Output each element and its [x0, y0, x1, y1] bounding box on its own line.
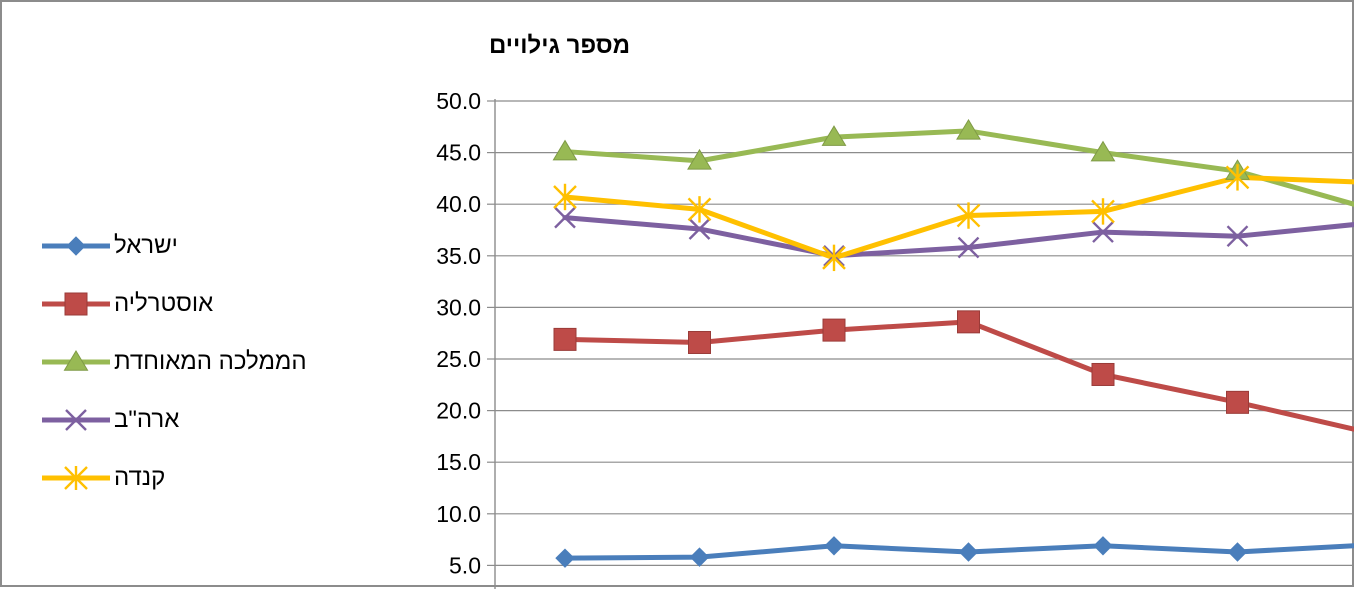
data-point — [821, 125, 847, 146]
data-point — [1090, 140, 1116, 162]
data-point — [956, 118, 981, 140]
legend-label: קנדה — [114, 464, 166, 491]
legend-swatch — [42, 236, 110, 256]
legend: ישראל אוסטרליה הממלכה המאוחדת ארה"ב קנדה — [40, 217, 370, 507]
data-point — [555, 548, 575, 568]
data-point — [956, 202, 981, 229]
y-tick-label: 45.0 — [436, 140, 481, 166]
legend-swatch — [42, 292, 110, 316]
data-point — [958, 542, 979, 562]
data-point — [688, 330, 711, 354]
grid-lines — [495, 100, 1354, 567]
data-point — [554, 206, 576, 229]
legend-item: הממלכה המאוחדת — [40, 333, 370, 391]
y-tick-label: 30.0 — [436, 294, 481, 320]
legend-item: קנדה — [40, 449, 370, 507]
data-point — [64, 292, 88, 316]
legend-item: ארה"ב — [40, 391, 370, 449]
y-tick-label: 10.0 — [436, 501, 481, 527]
y-tick-label: 50.0 — [436, 88, 481, 114]
data-point — [1091, 362, 1115, 386]
data-point — [63, 350, 89, 371]
y-tick-label: 15.0 — [436, 449, 481, 475]
series-lines — [562, 128, 1354, 561]
data-point — [552, 139, 578, 161]
y-axis — [487, 99, 496, 589]
data-point — [1227, 542, 1248, 562]
legend-item: אוסטרליה — [40, 275, 370, 333]
y-tick-label: 20.0 — [436, 398, 481, 424]
series-markers — [552, 118, 1250, 568]
data-point — [64, 466, 88, 490]
data-point — [687, 148, 712, 170]
data-point — [1091, 198, 1115, 225]
data-point — [1225, 164, 1250, 191]
legend-label: הממלכה המאוחדת — [114, 348, 307, 375]
y-tick-label: 5.0 — [449, 552, 481, 578]
data-point — [1093, 536, 1113, 556]
data-point — [688, 218, 711, 240]
data-point — [1226, 225, 1249, 248]
data-point — [65, 409, 87, 431]
data-point — [553, 327, 577, 351]
y-tick-label: 25.0 — [436, 346, 481, 372]
legend-label: ישראל — [114, 232, 178, 259]
data-point — [1092, 221, 1114, 243]
data-point — [822, 244, 846, 272]
data-point — [824, 536, 844, 556]
legend-swatch — [42, 466, 110, 490]
y-tick-labels: 5.0 10.0 15.0 20.0 25.0 30.0 35.0 40.0 45.0 50.0 — [436, 88, 481, 578]
series-line — [562, 319, 1354, 432]
data-point — [66, 236, 86, 256]
legend-item: ישראל — [40, 217, 370, 275]
y-axis-title: מספר גילויים — [489, 32, 630, 59]
legend-label: אוסטרליה — [114, 290, 214, 317]
data-point — [822, 318, 846, 342]
legend-label: ארה"ב — [114, 406, 180, 433]
data-point — [689, 547, 710, 567]
data-point — [553, 183, 577, 211]
legend-swatch — [42, 350, 110, 371]
y-tick-label: 40.0 — [436, 191, 481, 217]
y-tick-label: 35.0 — [436, 243, 481, 269]
data-point — [957, 236, 980, 259]
data-point — [957, 310, 980, 334]
data-point — [687, 196, 712, 223]
legend-swatch — [42, 409, 110, 431]
data-point — [1226, 390, 1249, 414]
